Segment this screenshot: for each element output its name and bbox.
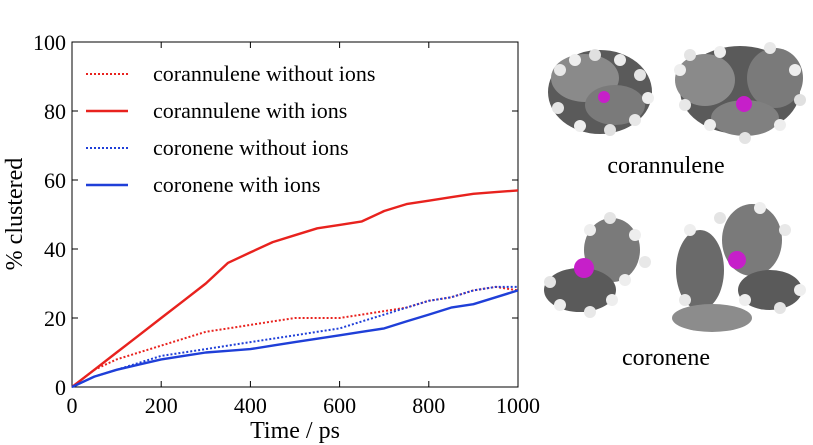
x-tick-label: 1000	[496, 393, 540, 418]
corannulene-label: corannulene	[607, 153, 724, 179]
x-tick-label: 0	[67, 393, 78, 418]
tick-labels: 0 200 400 600 800 1000 0 20 40 60 80 100	[33, 30, 540, 418]
x-tick-label: 400	[234, 393, 267, 418]
legend-label: corannulene with ions	[153, 98, 347, 123]
series-line-corannulene-without-ions	[71, 285, 519, 388]
series-lines	[71, 189, 519, 389]
y-tick-label: 100	[33, 30, 66, 55]
y-axis-title: % clustered	[2, 158, 28, 271]
coronene-cluster-right	[672, 202, 806, 332]
legend-label: coronene with ions	[153, 172, 320, 197]
coronene-cluster-image	[544, 202, 806, 332]
x-tick-label: 800	[412, 393, 445, 418]
y-tick-label: 20	[44, 306, 66, 331]
y-tick-label: 0	[55, 375, 66, 400]
x-axis-title: Time / ps	[250, 418, 340, 444]
x-tick-label: 200	[145, 393, 178, 418]
coronene-cluster-left	[544, 212, 651, 318]
series-line-coronene-without-ions	[71, 285, 518, 388]
coronene-label: coronene	[622, 345, 710, 371]
plot-frame	[71, 41, 519, 388]
corannulene-cluster-right	[674, 42, 806, 144]
corannulene-cluster-image	[548, 42, 806, 144]
series-line-corannulene-with-ions	[71, 189, 519, 388]
legend: corannulene without ions corannulene with…	[86, 61, 375, 197]
y-tick-label: 40	[44, 237, 66, 262]
series-line-coronene-with-ions	[71, 289, 519, 389]
x-tick-label: 600	[323, 393, 356, 418]
corannulene-cluster-left	[548, 49, 654, 136]
legend-label: corannulene without ions	[153, 61, 375, 86]
legend-label: coronene without ions	[153, 135, 349, 160]
y-tick-label: 80	[44, 99, 66, 124]
y-tick-label: 60	[44, 168, 66, 193]
